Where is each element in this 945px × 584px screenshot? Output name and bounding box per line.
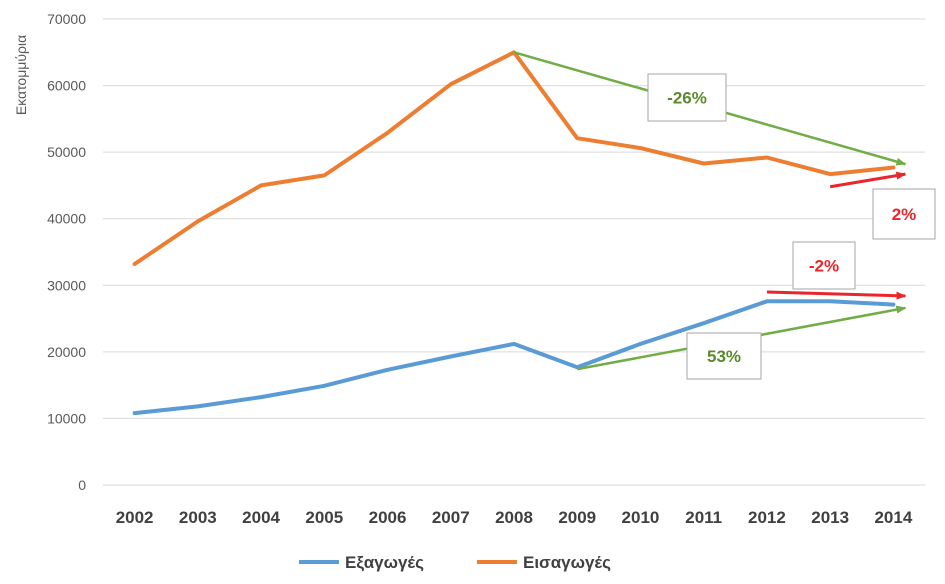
x-tick-label: 2009 [558,508,596,527]
x-tick-label: 2012 [748,508,786,527]
x-axis-ticks: 2002 2003 2004 2005 2006 2007 2008 2009 2010 2011… [116,508,913,527]
x-tick-label: 2003 [179,508,217,527]
x-tick-label: 2005 [305,508,343,527]
y-axis-label: Εκατομμύρια [13,35,29,115]
x-tick-label: 2013 [811,508,849,527]
y-axis-ticks: 0 10000 20000 30000 40000 50000 60000 70000 [47,11,86,493]
annotation-label: 2% [892,205,917,224]
annotation-box [792,241,856,290]
x-tick-label: 2002 [116,508,154,527]
y-tick-label: 20000 [47,344,86,360]
legend-label: Εξαγωγές [345,553,424,572]
y-tick-label: 60000 [47,78,86,94]
annotation-label: 53% [707,347,741,366]
y-tick-label: 70000 [47,11,86,27]
annotation-arrow [829,171,907,189]
annotation-box [686,332,762,380]
x-tick-label: 2007 [432,508,470,527]
series-line-1 [132,299,896,416]
legend-label: Εισαγωγές [523,553,611,572]
series-lines [132,50,896,416]
y-tick-label: 30000 [47,277,86,293]
annotation-label: -26% [667,89,707,108]
annotations: -26% 2% -2% 53% [513,51,936,380]
x-tick-label: 2008 [495,508,533,527]
annotation-label: -2% [809,257,839,276]
x-tick-label: 2014 [874,508,912,527]
x-tick-label: 2004 [242,508,280,527]
y-tick-label: 50000 [47,144,86,160]
legend: Εξαγωγές Εισαγωγές [299,553,611,572]
annotation-box [872,188,936,240]
x-tick-label: 2011 [685,508,722,527]
annotation-arrow [766,290,907,300]
annotation-box [647,73,727,122]
y-tick-label: 10000 [47,410,86,426]
y-tick-label: 40000 [47,211,86,227]
x-tick-label: 2006 [369,508,407,527]
y-tick-label: 0 [78,477,86,493]
grid-lines [103,18,925,486]
x-tick-label: 2010 [622,508,660,527]
series-line-2 [132,50,896,266]
